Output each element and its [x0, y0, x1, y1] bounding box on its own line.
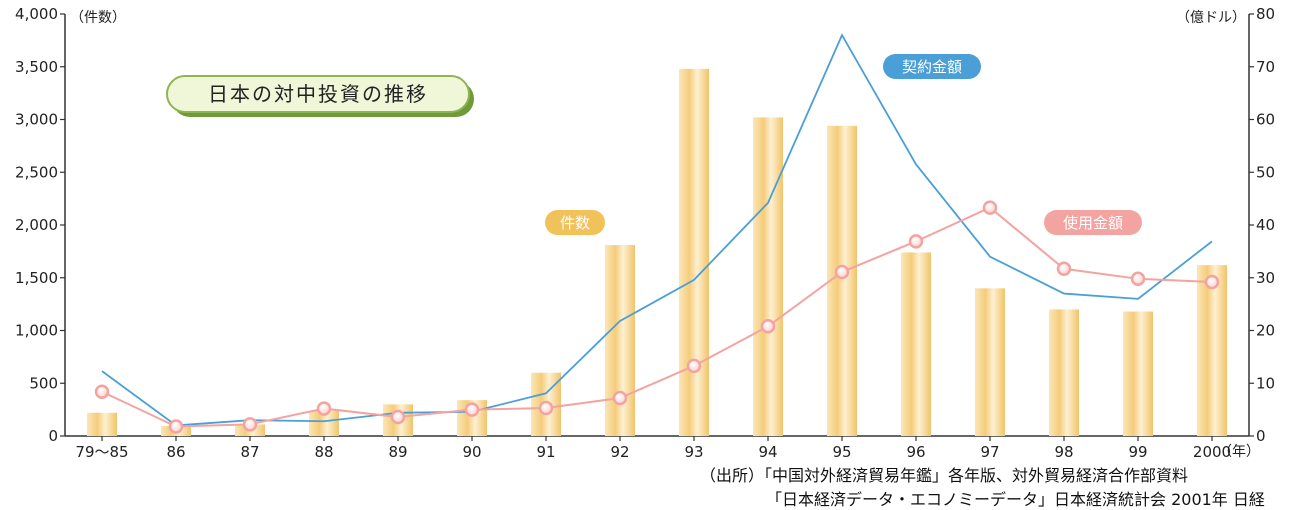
x-tick-label: 93	[684, 443, 703, 461]
bar-kensu	[679, 68, 709, 437]
left-tick-label: 1,500	[15, 269, 58, 287]
right-tick-label: 30	[1256, 269, 1275, 287]
legend-kensu: 件数	[545, 210, 605, 235]
left-tick-label: 2,500	[15, 163, 58, 181]
bar-kensu	[1197, 265, 1227, 436]
marker-shiyo	[538, 400, 554, 416]
x-tick-label: 94	[758, 443, 777, 461]
right-tick-label: 20	[1256, 322, 1275, 340]
marker-shiyo	[982, 200, 998, 215]
x-tick-label: 88	[314, 443, 333, 461]
source-line-2: 「日本経済データ・エコノミーデータ」日本経済統計会 2001年 日経	[766, 490, 1265, 509]
left-tick-label: 4,000	[15, 5, 58, 23]
marker-shiyo	[464, 402, 480, 417]
right-axis-unit: （億ドル）	[1176, 10, 1246, 26]
bar-kensu	[605, 245, 635, 436]
right-tick-label: 70	[1256, 58, 1275, 76]
legend-keiyaku-label: 契約金額	[902, 58, 962, 76]
bar-kensu	[901, 252, 931, 436]
right-tick-label: 80	[1256, 5, 1275, 23]
legend-keiyaku: 契約金額	[883, 54, 981, 79]
left-tick-label: 0	[48, 427, 58, 445]
chart-title: 日本の対中投資の推移	[208, 82, 428, 106]
x-tick-label: 87	[240, 443, 259, 461]
x-tick-label: 91	[536, 443, 555, 461]
left-tick-label: 500	[29, 374, 58, 392]
x-tick-label: 96	[906, 443, 925, 461]
x-tick-label: 89	[388, 443, 407, 461]
marker-shiyo	[242, 417, 258, 432]
marker-shiyo	[316, 401, 332, 416]
marker-shiyo	[908, 234, 924, 249]
x-tick-label: 99	[1128, 443, 1147, 461]
x-tick-label: 95	[832, 443, 851, 461]
x-tick-label: 79～85	[75, 443, 128, 461]
marker-shiyo	[760, 319, 776, 334]
x-axis-unit: （年）	[1218, 444, 1260, 460]
x-tick-label: 98	[1054, 443, 1073, 461]
right-tick-label: 0	[1256, 427, 1266, 445]
legend-kensu-label: 件数	[560, 214, 590, 232]
bar-kensu	[753, 117, 783, 436]
bar-kensu	[1123, 311, 1153, 436]
left-tick-label: 2,000	[15, 216, 58, 234]
bar-kensu	[975, 288, 1005, 436]
marker-shiyo	[612, 390, 628, 406]
marker-shiyo	[1130, 271, 1146, 287]
line-keiyaku	[101, 33, 1213, 427]
bar-kensu	[87, 412, 117, 436]
marker-shiyo	[94, 384, 110, 399]
marker-shiyo	[834, 264, 850, 280]
left-tick-label: 3,000	[15, 111, 58, 129]
x-tick-label: 97	[980, 443, 999, 461]
x-tick-label: 86	[166, 443, 185, 461]
line-shiyo	[101, 206, 1213, 428]
right-tick-label: 50	[1256, 163, 1275, 181]
right-tick-label: 40	[1256, 216, 1275, 234]
left-axis-unit: （件数）	[70, 10, 126, 26]
x-tick-label: 2000	[1193, 443, 1231, 461]
x-tick-label: 90	[462, 443, 481, 461]
x-tick-label: 92	[610, 443, 629, 461]
right-tick-label: 60	[1256, 111, 1275, 129]
marker-shiyo	[686, 358, 702, 374]
source-line-1: （出所）「中国対外経済貿易年鑑」各年版、対外貿易経済合作部資料	[700, 466, 1189, 485]
chart: （件数） （億ドル） （年） 4,000 3,500 3,000 2,500 2,000…	[15, 5, 1275, 461]
bar-kensu	[1049, 309, 1079, 436]
marker-shiyo	[1056, 261, 1072, 277]
legend-shiyo: 使用金額	[1044, 210, 1142, 235]
marker-shiyo	[168, 419, 184, 434]
chart-title-box: 日本の対中投資の推移	[166, 75, 474, 117]
left-tick-label: 1,000	[15, 322, 58, 340]
right-tick-label: 10	[1256, 374, 1275, 392]
legend-shiyo-label: 使用金額	[1063, 214, 1123, 232]
bar-kensu	[827, 125, 857, 436]
marker-shiyo	[390, 409, 406, 425]
left-tick-label: 3,500	[15, 58, 58, 76]
marker-shiyo	[1204, 274, 1220, 290]
